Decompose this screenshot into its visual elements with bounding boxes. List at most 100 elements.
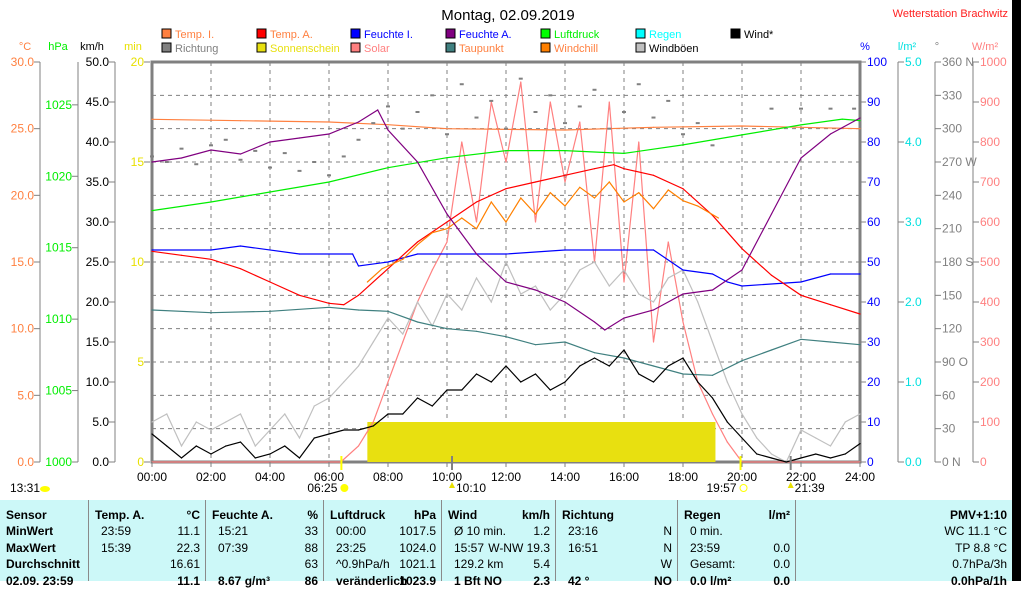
data-point [416, 397, 419, 399]
data-point [298, 437, 301, 439]
data-point [741, 248, 743, 250]
table-row: 0 min. [684, 524, 790, 540]
table-column-sensor: Sensor MinWert MaxWert Durchschnitt 02.09. 2… [0, 500, 88, 588]
data-point [579, 365, 581, 367]
data-point [357, 365, 360, 367]
axis-unit-kmh: km/h [80, 41, 104, 53]
table-row: 8.67 g/m³ 86 [212, 574, 318, 590]
direction-point [799, 107, 803, 110]
cell-label: 15:39 [101, 540, 132, 555]
x-tick-label: 22:00 [786, 470, 816, 484]
data-point [800, 294, 802, 296]
direction-point [356, 138, 361, 141]
table-row: 07:39 88 [212, 541, 318, 557]
data-point [564, 293, 566, 295]
chart-title: Montag, 02.09.2019 [441, 7, 574, 24]
series-windchill [366, 181, 719, 283]
statistics-table: Sensor MinWert MaxWert Durchschnitt 02.09. 2… [0, 500, 1012, 588]
table-row: veränderlich 1023.9 [330, 574, 436, 590]
data-point [372, 341, 374, 343]
data-point [505, 253, 507, 255]
data-point [593, 168, 596, 170]
data-point [623, 201, 625, 203]
data-point [446, 221, 448, 223]
data-point [682, 373, 684, 375]
axes: °C0.05.010.015.020.025.030.0hPa100010051… [11, 41, 1007, 469]
data-point [652, 341, 655, 343]
series-taupunkt [151, 306, 861, 376]
data-point [593, 352, 596, 354]
axis-tick-label-deg: 30 [942, 422, 956, 436]
direction-point [312, 161, 317, 163]
sunrise-icon [340, 484, 349, 492]
table-row: 63 [212, 557, 318, 573]
cell-value: 0.0 [773, 557, 790, 571]
moonrise-time: 10:10 [456, 481, 486, 495]
sunset-icon [739, 484, 748, 492]
legend-wind: Wind* [744, 29, 774, 41]
axis-unit-wm2: W/m² [972, 41, 999, 53]
data-point [195, 445, 197, 447]
table-row: WC 11.1 °C [802, 524, 1007, 540]
cell-label: 0 min. [690, 524, 723, 538]
direction-point [459, 83, 464, 86]
axis-tick-label-pct: 70 [867, 175, 881, 189]
data-point [785, 461, 787, 463]
cell-label: MinWert [6, 524, 54, 538]
x-tick-label: 12:00 [491, 470, 521, 484]
data-point [711, 413, 714, 415]
axis-tick-label-kmh: 5.0 [92, 415, 109, 429]
data-point [841, 118, 843, 120]
axis-tick-label-hpa: 1015 [45, 241, 72, 255]
legend-temp-i-swatch [161, 28, 172, 39]
data-point [387, 167, 389, 169]
direction-point [695, 122, 700, 125]
data-point [461, 389, 463, 391]
data-point [623, 281, 625, 283]
data-point [505, 221, 507, 223]
data-point [328, 133, 330, 135]
axis-tick-label-hpa: 1020 [45, 169, 72, 183]
data-point [697, 205, 699, 207]
direction-point [636, 83, 641, 86]
data-point [520, 81, 522, 83]
data-point [520, 381, 522, 383]
cell-value: 63 [304, 557, 318, 571]
moonset-time: 21:39 [795, 481, 825, 495]
table-row: 1 Bft NO 2.3 [448, 574, 550, 590]
cell-value: 11.1 [177, 524, 200, 538]
axis-tick-label-temp: 0.0 [17, 455, 34, 469]
table-row: Durchschnitt [6, 557, 82, 573]
data-point [579, 186, 581, 188]
data-point [682, 357, 684, 359]
data-point [711, 374, 714, 376]
data-point [298, 253, 301, 255]
data-point [461, 309, 463, 311]
data-point [534, 344, 537, 346]
x-tick-label: 00:00 [137, 470, 167, 484]
axis-tick-label-pct: 100 [867, 55, 887, 69]
direction-point [504, 127, 508, 130]
direction-point [150, 155, 154, 158]
data-point [490, 301, 492, 303]
data-point [579, 269, 581, 271]
table-column-wind: Wind km/h Ø 10 min. 1.2 15:57 W-NW 19.3 129.2 … [441, 500, 556, 588]
table-row: Feuchte A.% [212, 508, 318, 524]
data-point [475, 373, 478, 375]
table-row: 42 ° NO [562, 574, 672, 590]
axis-tick-label-kmh: 20.0 [86, 295, 110, 309]
table-column-temp-a-: Temp. A. °C 23:59 11.1 15:39 22.3 16.61 11.1 [88, 500, 206, 588]
data-point [461, 141, 463, 143]
data-point [667, 241, 669, 243]
cell-label: Ø 10 min. [454, 524, 507, 538]
cell-value: 1017.5 [399, 524, 436, 538]
data-point [564, 301, 566, 303]
data-point [534, 221, 537, 223]
data-point [534, 285, 537, 287]
legend-feuchte-a: Feuchte A. [459, 29, 512, 41]
data-point [387, 381, 389, 383]
data-point [475, 277, 478, 279]
data-point [829, 273, 832, 275]
legend-feuchte-i-swatch [350, 28, 361, 39]
data-point [549, 309, 551, 311]
